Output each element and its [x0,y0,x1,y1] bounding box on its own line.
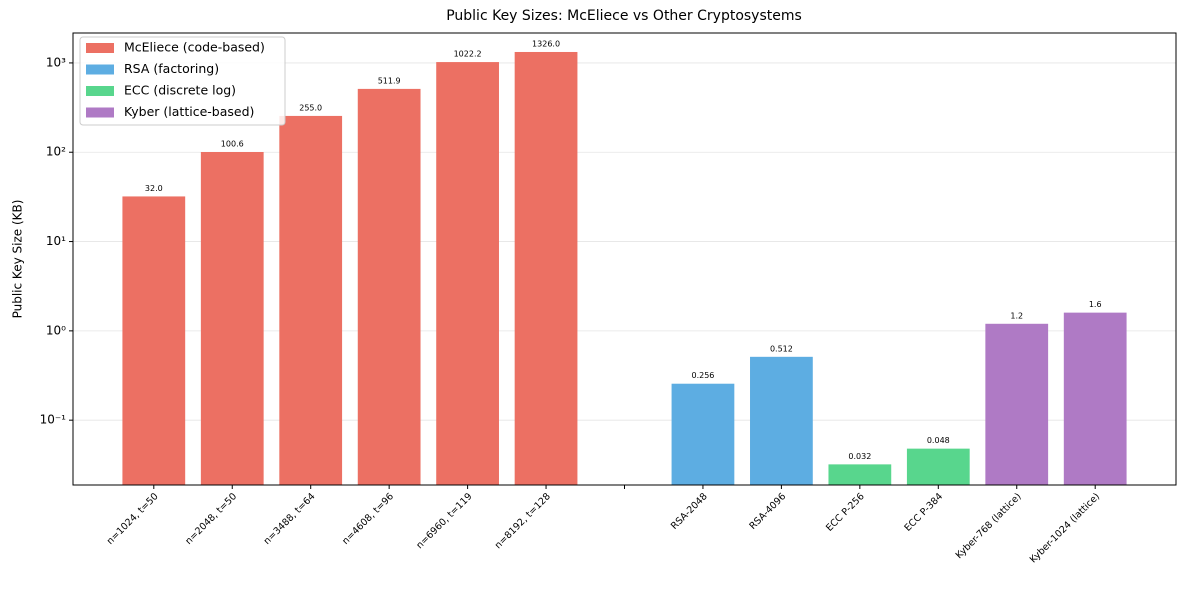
legend-label: ECC (discrete log) [124,83,236,98]
bar [122,196,186,485]
legend-swatch [86,86,114,96]
bar [828,464,892,485]
bar [514,51,578,485]
bar [279,115,343,485]
bar [985,323,1049,485]
bar [906,448,970,485]
legend-label: Kyber (lattice-based) [124,104,254,119]
value-label: 511.9 [378,76,401,85]
bar [1063,312,1127,485]
y-axis-label: Public Key Size (KB) [11,200,25,319]
y-tick-label: 10² [46,145,66,159]
plot-frame [72,32,1177,486]
value-label: 1.6 [1089,300,1102,309]
bar [357,88,421,485]
y-tick-label: 10⁻¹ [40,413,67,427]
value-label: 255.0 [299,103,322,112]
bar [436,62,499,485]
legend-box [79,36,286,126]
value-label: 1326.0 [532,39,560,48]
legend-swatch [86,43,114,53]
legend-swatch [86,107,114,118]
value-label: 1022.2 [454,50,482,59]
legend-label: RSA (factoring) [124,61,219,76]
value-label: 0.032 [848,452,871,461]
legend-label: McEliece (code-based) [124,40,265,55]
bar [671,383,735,485]
chart-title: Public Key Sizes: McEliece vs Other Cryp… [446,8,802,24]
y-tick-label: 10¹ [46,234,66,248]
y-tick-label: 10⁰ [46,323,66,337]
value-label: 0.048 [927,436,950,445]
value-label: 32.0 [145,184,163,193]
bar [200,152,264,485]
value-label: 1.2 [1010,311,1023,320]
value-label: 100.6 [221,140,244,149]
legend-swatch [86,64,114,75]
bar [750,356,813,485]
y-tick-label: 10³ [46,55,66,69]
value-label: 0.512 [770,344,793,353]
value-label: 0.256 [691,371,714,380]
